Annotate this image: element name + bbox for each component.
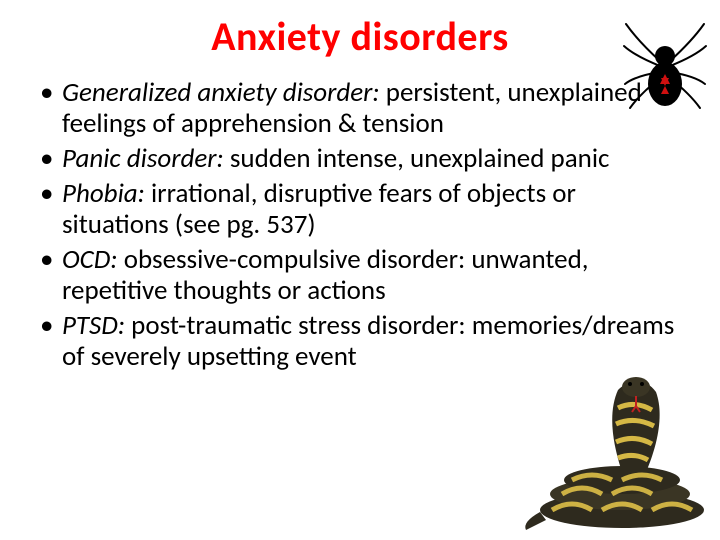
list-item: Phobia: irrational, disruptive fears of … [36,178,684,240]
desc: post-traumatic stress disorder: memories… [62,309,674,373]
term: PTSD: [62,309,125,342]
snake-icon [512,372,712,532]
bullet-list: Generalized anxiety disorder: persistent… [36,77,684,372]
slide: Anxiety disorders Generalized anxiety di… [0,0,720,540]
slide-title: Anxiety disorders [36,12,684,61]
spider-icon [620,6,710,116]
term: Panic disorder: [62,142,224,175]
desc: sudden intense, unexplained panic [224,142,610,175]
list-item: Generalized anxiety disorder: persistent… [36,77,684,139]
desc: obsessive-compulsive disorder: unwanted,… [62,243,589,307]
list-item: Panic disorder: sudden intense, unexplai… [36,143,684,174]
term: Generalized anxiety disorder: [62,76,380,109]
term: Phobia: [62,177,145,210]
list-item: OCD: obsessive-compulsive disorder: unwa… [36,244,684,306]
term: OCD: [62,243,118,276]
list-item: PTSD: post-traumatic stress disorder: me… [36,310,684,372]
